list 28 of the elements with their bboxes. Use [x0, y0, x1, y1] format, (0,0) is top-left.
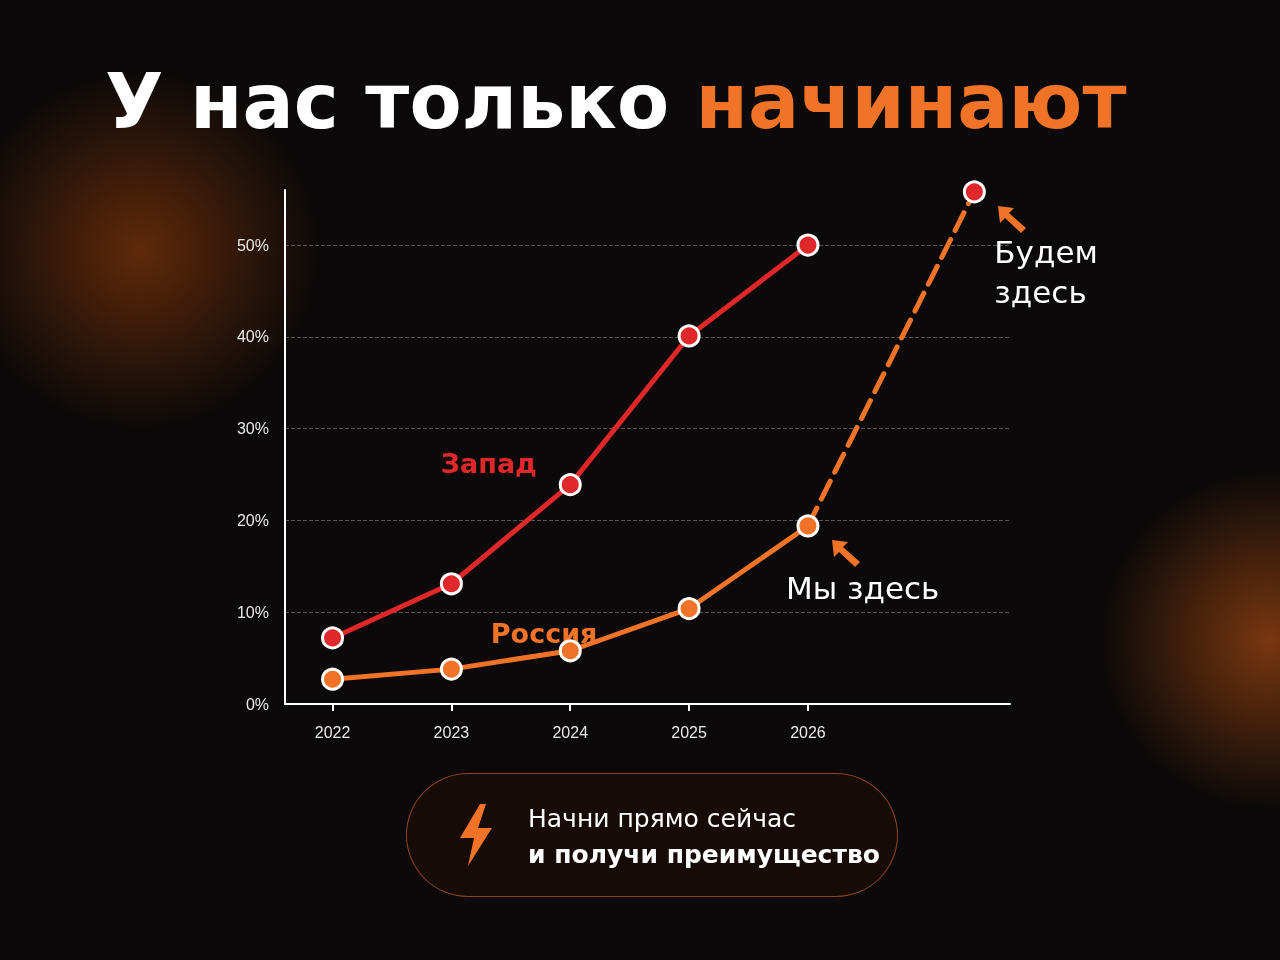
x-tick-label: 2024 [552, 723, 589, 741]
point [677, 597, 701, 621]
y-tick-label: 0% [245, 695, 269, 713]
point [796, 514, 820, 538]
x-tick-label: 2025 [671, 723, 707, 741]
point [439, 572, 463, 596]
chart-title: У нас только начинают [105, 56, 1127, 146]
point [321, 667, 345, 691]
y-tick-label: 50% [236, 236, 269, 254]
annotation: Мы здесь [785, 569, 940, 606]
point [796, 233, 820, 257]
series-label: Запад [440, 448, 537, 480]
y-tick-label: 20% [236, 511, 269, 529]
x-tick-label: 2026 [790, 723, 826, 741]
x-tick-label: 2023 [433, 723, 470, 741]
annotation: Будем здесь [994, 232, 1099, 312]
text: Начни прямо сейчас [528, 804, 796, 833]
series-label: Россия [490, 617, 598, 649]
point [677, 324, 701, 348]
text: и получи преимущество [528, 840, 880, 869]
point [558, 473, 582, 497]
y-tick-label: 10% [236, 603, 269, 621]
point [962, 180, 986, 204]
point [439, 657, 463, 681]
y-tick-label: 30% [236, 420, 269, 438]
point [321, 626, 345, 650]
y-tick-label: 40% [236, 328, 269, 346]
x-tick-label: 2022 [314, 723, 351, 741]
